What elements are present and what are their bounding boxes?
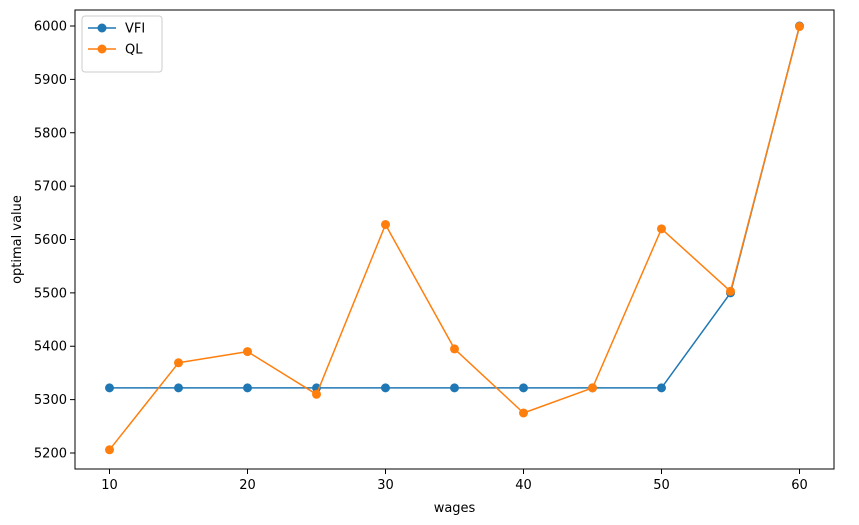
series-layer (105, 21, 804, 455)
legend-box (81, 15, 163, 73)
plot-area (75, 10, 834, 469)
data-point-ql (381, 220, 390, 230)
y-tick-label: 6000 (34, 20, 67, 35)
data-point-ql (450, 344, 459, 354)
y-tick-label: 5600 (34, 233, 67, 248)
data-point-vfi (243, 383, 252, 393)
x-tick-label: 10 (101, 478, 118, 493)
y-tick-label: 5500 (34, 286, 67, 301)
y-tick-label: 5400 (34, 340, 67, 355)
x-tick-label: 40 (515, 478, 532, 493)
x-axis-ticks: 10 20 30 40 50 60 (101, 469, 808, 493)
data-point-vfi (105, 383, 114, 393)
data-point-ql (519, 408, 528, 418)
data-point-vfi (657, 383, 666, 393)
y-axis-label: optimal value (10, 195, 25, 284)
y-axis-ticks: 5200 5300 5400 5500 5600 5700 5800 5900 6000 (34, 20, 75, 461)
y-tick-label: 5800 (34, 126, 67, 141)
legend-label-ql: QL (125, 43, 143, 58)
data-point-ql (105, 445, 114, 455)
legend: VFI QL (81, 15, 163, 73)
legend-item-ql: QL (88, 43, 143, 58)
plot-frame (74, 9, 835, 470)
y-tick-label: 5300 (34, 393, 67, 408)
x-tick-label: 30 (377, 478, 394, 493)
data-point-ql (174, 358, 183, 368)
data-point-ql (588, 383, 597, 393)
data-point-vfi (174, 383, 183, 393)
x-tick-label: 50 (653, 478, 670, 493)
data-point-ql (795, 22, 804, 32)
data-point-ql (312, 389, 321, 399)
data-point-ql (657, 224, 666, 234)
legend-marker-vfi (97, 23, 107, 33)
series-ql (105, 22, 804, 455)
x-tick-label: 60 (791, 478, 808, 493)
y-tick-label: 5900 (34, 73, 67, 88)
data-point-ql (243, 347, 252, 357)
data-point-vfi (519, 383, 528, 393)
legend-label-vfi: VFI (125, 22, 145, 37)
x-axis-label: wages (434, 501, 476, 516)
y-tick-label: 5700 (34, 180, 67, 195)
data-point-ql (726, 286, 735, 296)
data-point-vfi (381, 383, 390, 393)
y-tick-label: 5200 (34, 446, 67, 461)
legend-item-vfi: VFI (88, 22, 145, 37)
legend-marker-ql (97, 44, 107, 54)
data-point-vfi (450, 383, 459, 393)
x-tick-label: 20 (239, 478, 256, 493)
